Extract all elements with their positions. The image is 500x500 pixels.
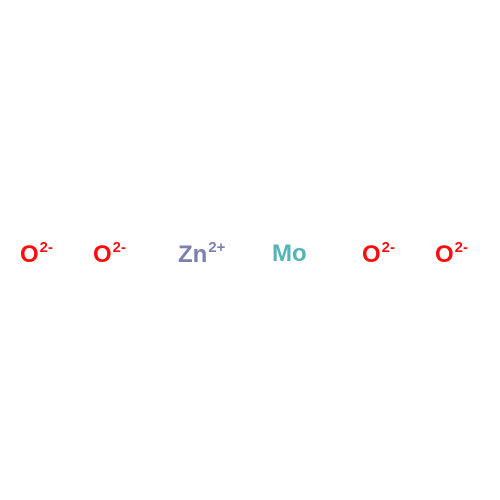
oxygen-ion-3: O2- bbox=[362, 242, 395, 267]
atom-symbol: O bbox=[20, 243, 39, 267]
atom-symbol: Mo bbox=[272, 242, 307, 266]
atom-charge: 2- bbox=[382, 240, 395, 256]
atom-symbol: O bbox=[435, 243, 454, 267]
atom-symbol: O bbox=[362, 243, 381, 267]
atom-charge: 2+ bbox=[208, 240, 225, 256]
oxygen-ion-4: O2- bbox=[435, 242, 468, 267]
molybdenum-atom: Mo bbox=[272, 242, 307, 266]
chemical-structure-canvas: O2- O2- Zn2+ Mo O2- O2- bbox=[0, 0, 500, 500]
atom-symbol: Zn bbox=[178, 243, 207, 267]
atom-charge: 2- bbox=[113, 240, 126, 256]
oxygen-ion-2: O2- bbox=[93, 242, 126, 267]
atom-symbol: O bbox=[93, 243, 112, 267]
oxygen-ion-1: O2- bbox=[20, 242, 53, 267]
atom-charge: 2- bbox=[455, 240, 468, 256]
atom-charge: 2- bbox=[40, 240, 53, 256]
zinc-ion: Zn2+ bbox=[178, 242, 225, 267]
